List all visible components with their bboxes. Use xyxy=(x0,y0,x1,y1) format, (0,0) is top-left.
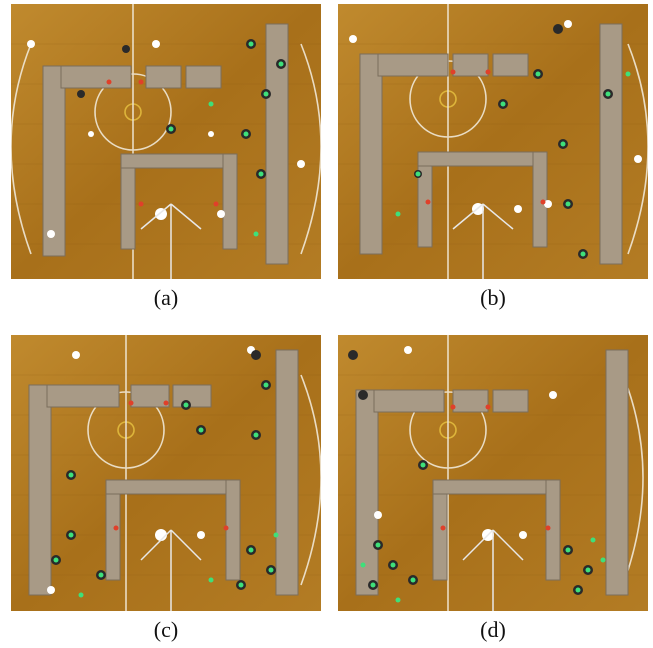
court-lines xyxy=(87,335,321,611)
panel-a: (a) xyxy=(11,4,321,310)
overhead-photo-b xyxy=(338,4,648,279)
lights xyxy=(374,346,557,541)
floor xyxy=(338,4,648,279)
overhead-photo-c xyxy=(11,335,321,611)
panel-b: (b) xyxy=(338,4,648,310)
green-markers xyxy=(360,462,606,603)
caption-d: (d) xyxy=(480,617,506,642)
red-markers xyxy=(113,400,229,531)
caption-a: (a) xyxy=(153,285,179,310)
rig xyxy=(452,203,514,279)
caption-c: (c) xyxy=(153,617,179,642)
green-markers xyxy=(395,71,631,257)
rig xyxy=(462,529,524,611)
green-markers xyxy=(53,382,279,598)
panel-c: (c) xyxy=(11,335,321,642)
overhead-photo-a xyxy=(11,4,321,279)
partitions xyxy=(28,349,299,596)
rig xyxy=(140,529,202,611)
court-lines xyxy=(409,335,644,611)
caption-b: (b) xyxy=(480,285,506,310)
rig xyxy=(140,203,202,279)
red-markers xyxy=(440,404,551,531)
floor xyxy=(11,335,321,611)
partitions xyxy=(359,23,623,265)
red-markers xyxy=(425,69,546,205)
overhead-photo-d xyxy=(338,335,648,611)
red-markers xyxy=(106,79,219,207)
people xyxy=(51,350,276,590)
lights xyxy=(27,40,305,238)
panel-d: (d) xyxy=(338,335,648,642)
partitions xyxy=(42,23,289,265)
green-markers xyxy=(168,41,284,237)
partitions xyxy=(355,349,629,596)
